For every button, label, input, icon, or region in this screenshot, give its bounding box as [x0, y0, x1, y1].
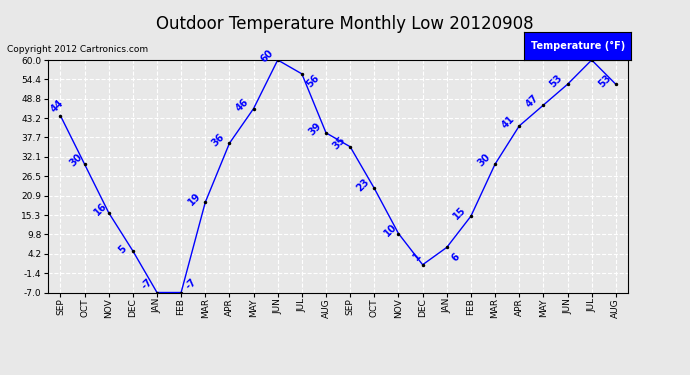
Text: 30: 30 [475, 152, 492, 169]
Text: 53: 53 [548, 72, 564, 89]
Text: -7: -7 [140, 277, 155, 292]
Text: 15: 15 [451, 204, 468, 221]
Text: 36: 36 [210, 132, 226, 148]
Text: 1: 1 [411, 251, 424, 262]
Text: 53: 53 [596, 72, 613, 89]
Text: 6: 6 [450, 251, 462, 263]
Text: 10: 10 [382, 222, 398, 238]
Text: -7: -7 [184, 277, 199, 292]
Text: 30: 30 [68, 152, 84, 169]
Text: 44: 44 [49, 98, 66, 115]
Text: 60: 60 [258, 48, 275, 65]
Text: 41: 41 [500, 114, 516, 131]
Text: 56: 56 [305, 73, 322, 90]
Text: 46: 46 [234, 97, 250, 113]
Text: 16: 16 [92, 201, 108, 217]
Text: 47: 47 [524, 93, 540, 110]
Text: Copyright 2012 Cartronics.com: Copyright 2012 Cartronics.com [7, 45, 148, 54]
Text: 39: 39 [306, 121, 323, 138]
Text: 5: 5 [116, 244, 128, 256]
Text: 60: 60 [578, 41, 594, 58]
Text: 23: 23 [355, 177, 371, 193]
Text: 35: 35 [331, 135, 347, 152]
Text: Outdoor Temperature Monthly Low 20120908: Outdoor Temperature Monthly Low 20120908 [156, 15, 534, 33]
Text: Temperature (°F): Temperature (°F) [531, 41, 625, 51]
Text: 19: 19 [186, 190, 202, 207]
